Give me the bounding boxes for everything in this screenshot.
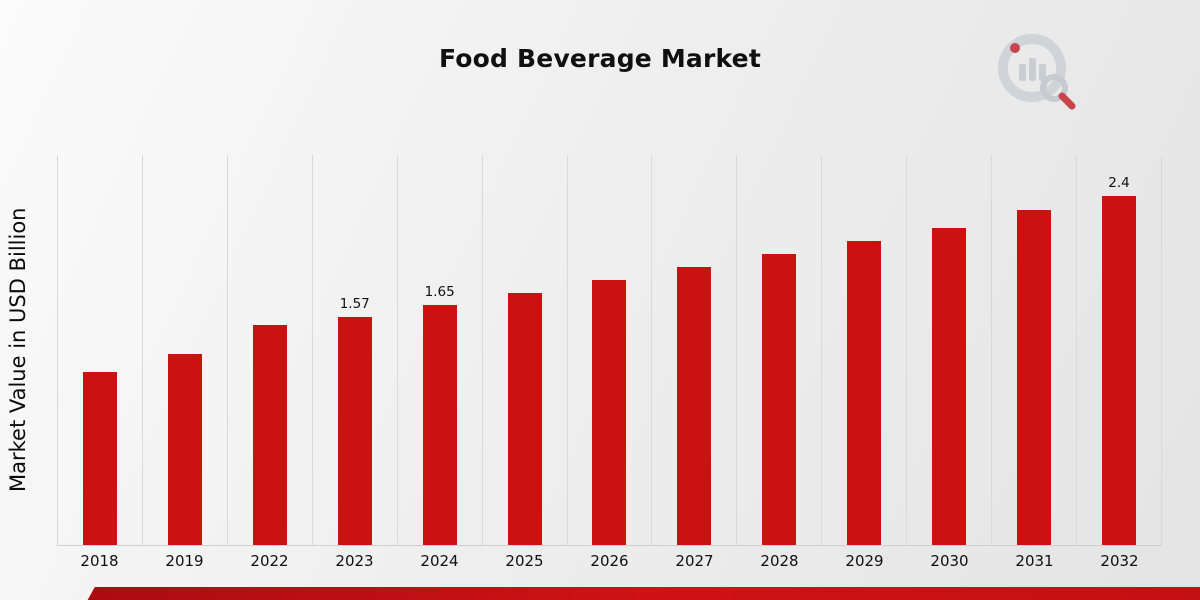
brand-logo-icon: [998, 34, 1076, 110]
bottom-red-ribbon: [87, 587, 1200, 600]
category-cell-2029: [821, 155, 906, 545]
x-tick-label-2023: 2023: [335, 552, 374, 570]
x-tick-label-2032: 2032: [1100, 552, 1139, 570]
bar-2032: [1102, 195, 1137, 545]
category-cell-2027: [651, 155, 736, 545]
x-tick-label-2026: 2026: [590, 552, 629, 570]
bar-2023: [337, 316, 372, 545]
category-cell-2030: [906, 155, 991, 545]
bar-2025: [507, 293, 542, 545]
bar-2019: [167, 354, 202, 545]
bar-2030: [932, 227, 967, 545]
bar-2029: [847, 240, 882, 545]
y-axis-label: Market Value in USD Billion: [6, 207, 30, 493]
bar-value-label-2023: 1.57: [339, 295, 370, 312]
x-tick-label-2027: 2027: [675, 552, 714, 570]
category-cell-2022: [226, 155, 312, 545]
bar-value-label-2024: 1.65: [424, 283, 455, 300]
category-cell-2019: [141, 155, 227, 545]
bar-2031: [1017, 210, 1052, 545]
bar-2026: [592, 280, 627, 545]
category-cell-2018: [57, 155, 142, 545]
category-cell-2028: [736, 155, 821, 545]
x-tick-label-2018: 2018: [80, 552, 119, 570]
bar-2028: [762, 253, 797, 545]
x-tick-label-2022: 2022: [250, 552, 289, 570]
x-tick-label-2030: 2030: [930, 552, 969, 570]
x-tick-label-2024: 2024: [420, 552, 459, 570]
category-cell-2023: 1.57: [311, 155, 397, 545]
x-tick-label-2028: 2028: [760, 552, 799, 570]
category-cell-2031: [991, 155, 1076, 545]
category-cell-2025: [481, 155, 567, 545]
bar-2024: [422, 304, 457, 545]
bar-2027: [677, 267, 712, 545]
plot-area: 1.57 1.65 2.4: [57, 155, 1162, 546]
bar-2022: [252, 325, 287, 545]
bar-value-label-2032: 2.4: [1108, 174, 1130, 191]
category-cell-2026: [566, 155, 652, 545]
x-axis-labels: 2018 2019 2022 2023 2024 2025 2026 2027 2028 2029…: [57, 552, 1162, 570]
bar-2018: [82, 371, 117, 545]
x-tick-label-2019: 2019: [165, 552, 204, 570]
x-tick-label-2029: 2029: [845, 552, 884, 570]
x-tick-label-2025: 2025: [505, 552, 544, 570]
chart-title: Food Beverage Market: [439, 44, 761, 73]
category-cell-2032: 2.4: [1076, 155, 1162, 545]
category-cell-2024: 1.65: [396, 155, 482, 545]
x-tick-label-2031: 2031: [1015, 552, 1054, 570]
